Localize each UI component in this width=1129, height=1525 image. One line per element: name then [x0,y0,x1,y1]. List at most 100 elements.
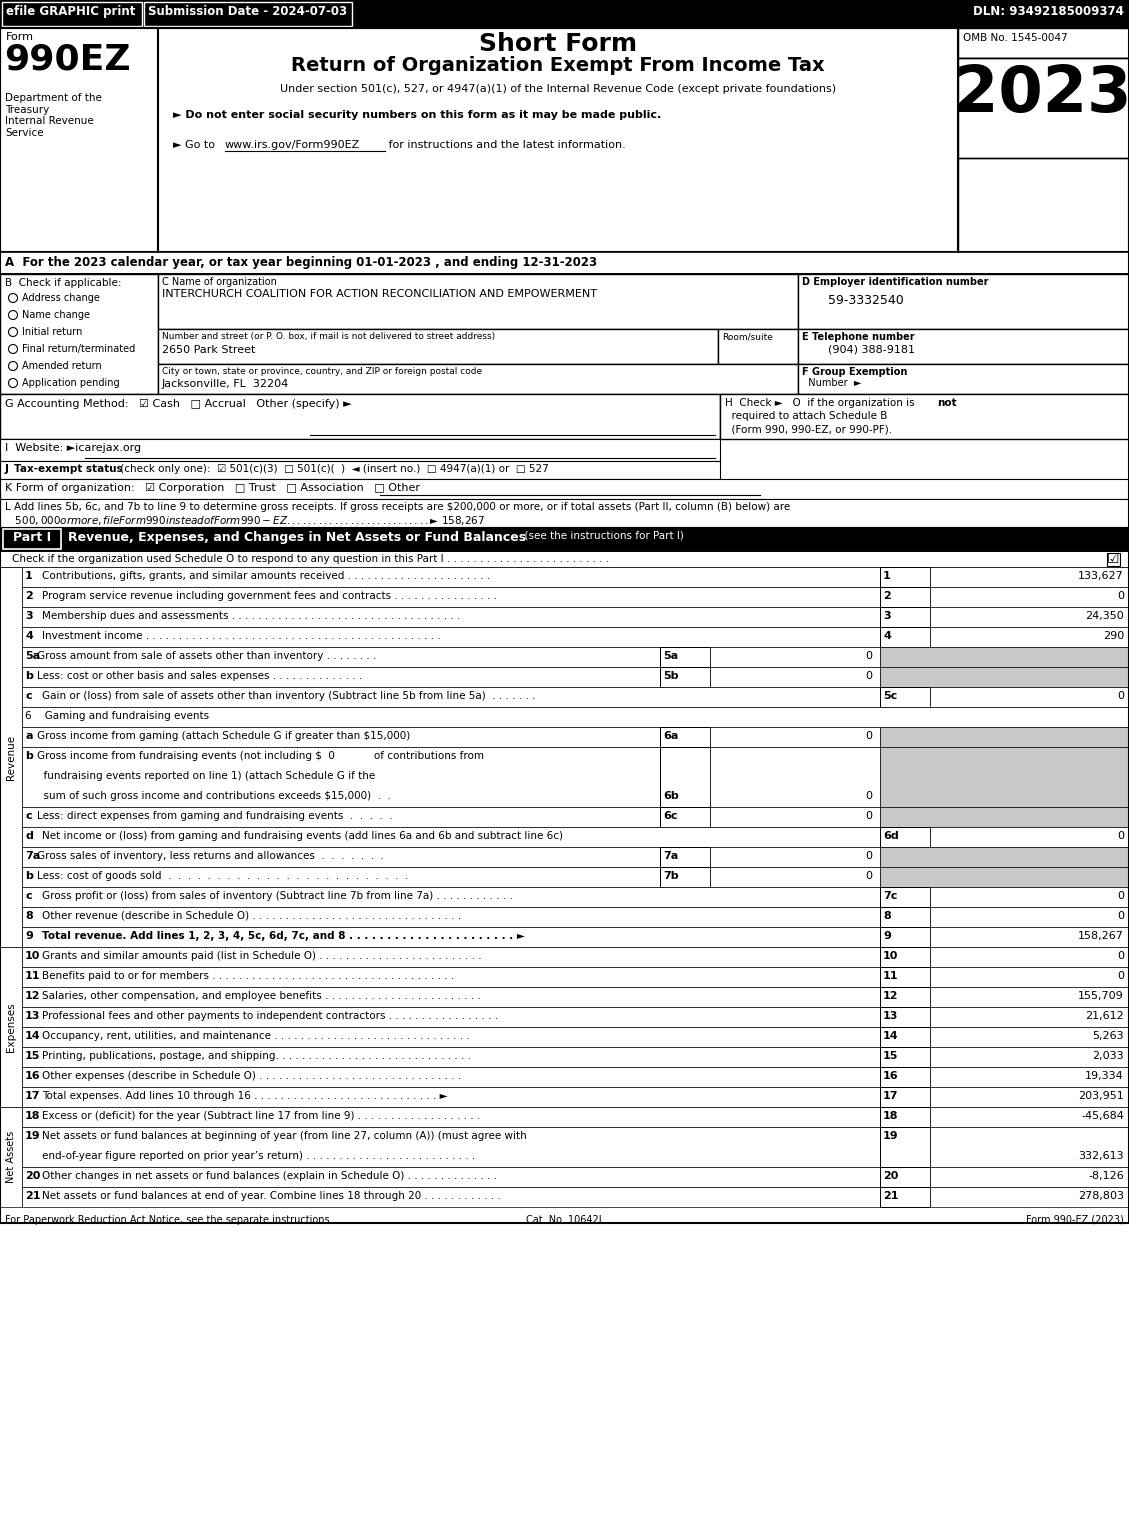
Bar [21,1026,879,1048]
Bar [0,274,158,393]
Bar [710,747,879,807]
Text: Jacksonville, FL  32204: Jacksonville, FL 32204 [161,380,289,389]
Bar [21,666,660,686]
Text: 19,334: 19,334 [1085,1071,1124,1081]
Text: Under section 501(c), 527, or 4947(a)(1) of the Internal Revenue Code (except pr: Under section 501(c), 527, or 4947(a)(1)… [280,84,837,95]
Bar [3,529,61,549]
Bar [798,329,1129,364]
Bar [879,627,930,647]
Bar [930,587,1129,607]
Bar [21,888,879,907]
Text: Other changes in net assets or fund balances (explain in Schedule O) . . . . . .: Other changes in net assets or fund bala… [42,1171,497,1180]
Text: Gross profit or (loss) from sales of inventory (Subtract line 7b from line 7a) .: Gross profit or (loss) from sales of inv… [42,891,513,901]
Text: D Employer identification number: D Employer identification number [802,278,989,287]
Text: Other expenses (describe in Schedule O) . . . . . . . . . . . . . . . . . . . . : Other expenses (describe in Schedule O) … [42,1071,462,1081]
Text: 17: 17 [25,1090,41,1101]
Bar [0,551,1129,567]
Text: 14: 14 [25,1031,41,1042]
Text: (Form 990, 990-EZ, or 990-PF).: (Form 990, 990-EZ, or 990-PF). [725,424,892,435]
Text: 2,033: 2,033 [1093,1051,1124,1061]
Bar [21,827,879,846]
Bar [0,27,1129,252]
Bar [660,807,710,827]
Text: DLN: 93492185009374: DLN: 93492185009374 [973,5,1124,18]
Bar [879,1087,930,1107]
Text: Occupancy, rent, utilities, and maintenance . . . . . . . . . . . . . . . . . . : Occupancy, rent, utilities, and maintena… [42,1031,470,1042]
Bar [21,846,660,868]
Text: 2: 2 [25,592,33,601]
Text: not: not [937,398,956,409]
Bar [21,967,879,987]
Text: Revenue, Expenses, and Changes in Net Assets or Fund Balances: Revenue, Expenses, and Changes in Net As… [68,531,526,544]
Bar [879,747,1129,807]
Bar [21,1186,879,1206]
Text: 5a: 5a [663,651,679,660]
Bar [879,607,930,627]
Bar [21,807,660,827]
Text: 0: 0 [1117,952,1124,961]
Text: 2650 Park Street: 2650 Park Street [161,345,255,355]
Text: 0: 0 [1117,971,1124,981]
Text: Room/suite: Room/suite [723,332,773,342]
Bar [710,807,879,827]
Text: Excess or (deficit) for the year (Subtract line 17 from line 9) . . . . . . . . : Excess or (deficit) for the year (Subtra… [42,1112,480,1121]
Text: Gain or (loss) from sale of assets other than inventory (Subtract line 5b from l: Gain or (loss) from sale of assets other… [42,691,535,702]
Text: 0: 0 [1117,831,1124,840]
Text: 1: 1 [25,570,33,581]
Text: 990EZ: 990EZ [5,43,131,76]
Text: b: b [25,871,33,881]
Text: (check only one):  ☑ 501(c)(3)  □ 501(c)(  )  ◄ (insert no.)  □ 4947(a)(1) or  □: (check only one): ☑ 501(c)(3) □ 501(c)( … [117,464,549,474]
Bar [21,1127,879,1167]
Text: 4: 4 [25,631,33,640]
Bar [879,727,1129,747]
Text: 19: 19 [883,1132,899,1141]
Bar [720,393,1129,439]
Text: 0: 0 [1117,592,1124,601]
Text: Form: Form [6,32,34,43]
Bar [710,727,879,747]
Bar [930,927,1129,947]
Text: Part I: Part I [12,531,51,544]
Text: 155,709: 155,709 [1078,991,1124,1000]
Bar [879,686,930,708]
Text: ► Go to: ► Go to [173,140,219,149]
Text: I  Website: ►icarejax.org: I Website: ►icarejax.org [5,442,141,453]
Bar [0,393,720,439]
Text: 158,267: 158,267 [1078,930,1124,941]
Bar [930,1127,1129,1167]
Bar [21,1167,879,1186]
Bar [930,607,1129,627]
Bar [0,479,1129,499]
Bar [1108,554,1120,566]
Bar [930,1026,1129,1048]
Bar [798,364,1129,393]
Bar [710,666,879,686]
Text: 7a: 7a [25,851,41,862]
Bar [158,274,798,329]
Bar [930,686,1129,708]
Bar [930,567,1129,587]
Text: efile GRAPHIC print: efile GRAPHIC print [6,5,135,18]
Bar [930,627,1129,647]
Bar [660,747,710,807]
Text: 11: 11 [25,971,41,981]
Text: (904) 388-9181: (904) 388-9181 [828,345,914,355]
Bar [930,1006,1129,1026]
Text: 0: 0 [1117,891,1124,901]
Text: 7a: 7a [663,851,679,862]
Text: Net Assets: Net Assets [6,1132,16,1183]
Text: 17: 17 [883,1090,899,1101]
Text: b: b [25,750,33,761]
Text: (see the instructions for Part I): (see the instructions for Part I) [518,531,684,541]
Bar [959,58,1129,159]
Text: Form 990-EZ (2023): Form 990-EZ (2023) [1026,1215,1124,1225]
Bar [21,1107,879,1127]
Text: 0: 0 [865,871,872,881]
Text: 0: 0 [865,851,872,862]
Text: c: c [25,891,32,901]
Text: G Accounting Method:   ☑ Cash   □ Accrual   Other (specify) ►: G Accounting Method: ☑ Cash □ Accrual Ot… [5,400,351,409]
Text: 21,612: 21,612 [1085,1011,1124,1022]
Text: 6    Gaming and fundraising events: 6 Gaming and fundraising events [25,711,209,721]
Bar [21,727,660,747]
Bar [879,987,930,1007]
